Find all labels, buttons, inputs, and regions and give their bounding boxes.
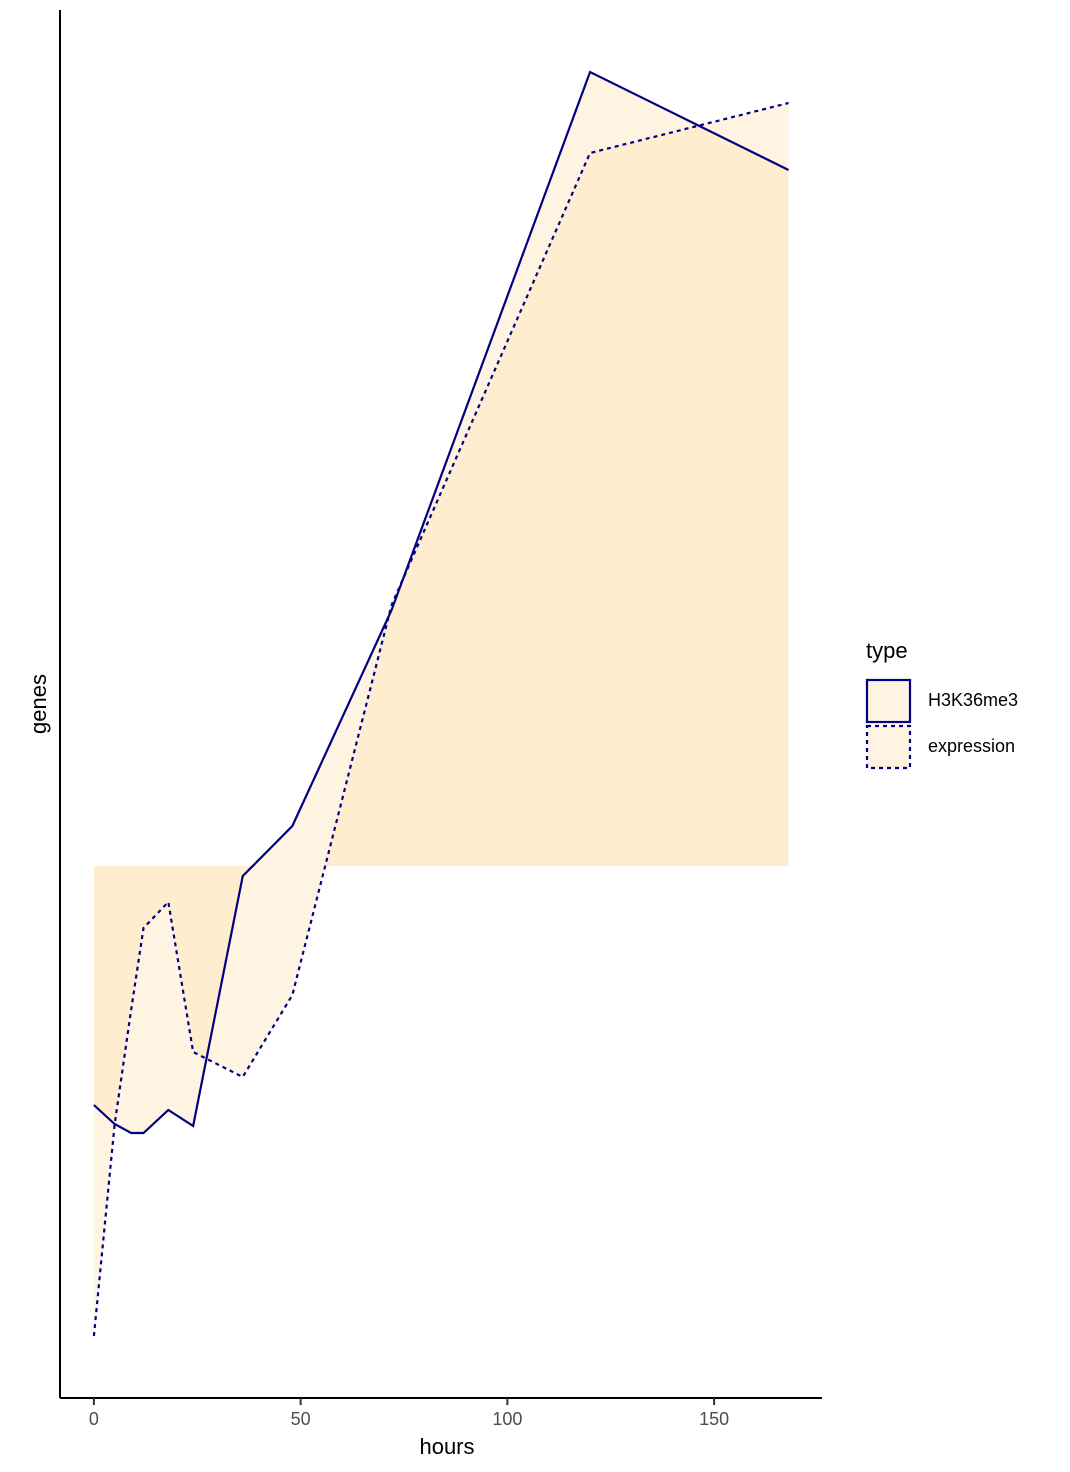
line xyxy=(93,70,789,1135)
legend-key xyxy=(865,724,912,770)
x-axis-title: hours xyxy=(419,1434,474,1459)
area xyxy=(93,72,789,1133)
x-tick-label: 100 xyxy=(492,1409,522,1429)
y-axis-title: genes xyxy=(26,674,51,734)
legend-label: H3K36me3 xyxy=(928,690,1018,710)
legend-title: type xyxy=(866,638,908,663)
line xyxy=(92,101,789,1337)
x-tick-label: 50 xyxy=(291,1409,311,1429)
legend-key xyxy=(865,678,912,724)
x-tick-label: 150 xyxy=(699,1409,729,1429)
area xyxy=(93,103,789,1336)
x-tick-label: 0 xyxy=(89,1409,99,1429)
legend-label: expression xyxy=(928,736,1015,756)
